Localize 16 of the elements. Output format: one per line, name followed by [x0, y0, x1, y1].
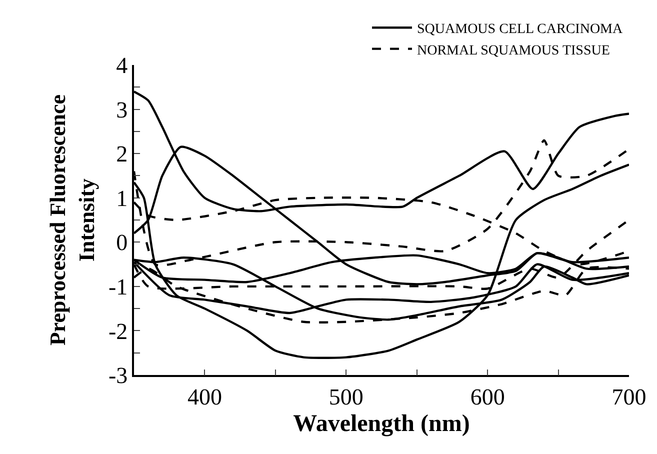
y-axis-title: Preprocessed Fluorescence Intensity: [45, 94, 99, 346]
y-tick-label: 2: [116, 142, 128, 167]
x-tick-label: 500: [328, 384, 364, 410]
y-tick-label: 1: [116, 186, 128, 211]
y-tick-label: -1: [108, 274, 128, 300]
x-tick-label: 600: [470, 384, 505, 410]
x-tick-label: 700: [612, 384, 646, 410]
x-tick-label: 400: [187, 384, 222, 410]
y-tick-label: 3: [116, 97, 128, 122]
legend-label: SQUAMOUS CELL CARCINOMA: [417, 22, 624, 38]
y-tick-label: -2: [108, 318, 128, 344]
y-tick-label: 4: [116, 53, 128, 78]
x-axis-title: Wavelength (nm): [293, 411, 470, 438]
y-tick-label: 0: [116, 230, 128, 256]
legend-label: NORMAL SQUAMOUS TISSUE: [417, 43, 610, 58]
y-tick-label: -3: [108, 363, 128, 388]
